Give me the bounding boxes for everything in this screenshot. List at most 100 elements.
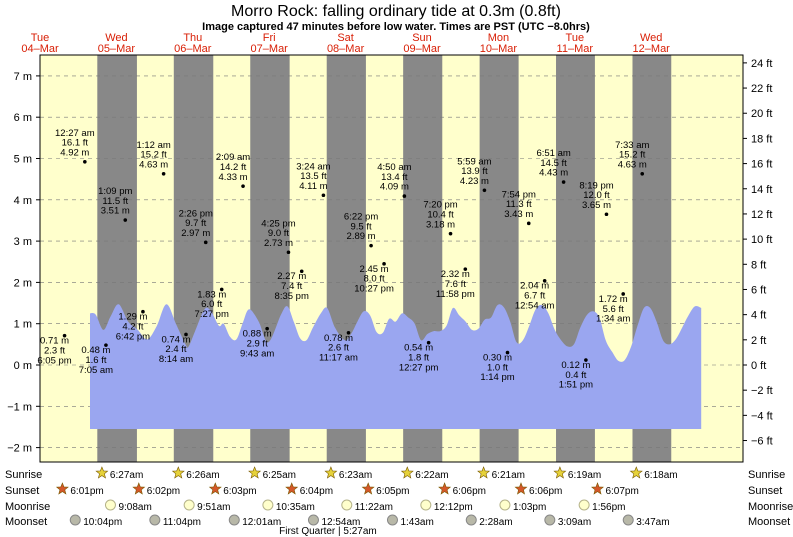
event-time-label: 6:26am bbox=[186, 470, 219, 481]
extreme-label-line: 4:50 am bbox=[377, 162, 411, 173]
tide-extreme: 1.72 m5.6 ft1:34 am bbox=[596, 292, 630, 325]
event-time-label: 6:06pm bbox=[453, 486, 486, 497]
event-time-label: 10:04pm bbox=[83, 517, 122, 528]
extreme-label-line: 6:22 pm bbox=[344, 212, 378, 223]
tide-extreme: 2:26 pm9.7 ft2.97 m bbox=[179, 208, 213, 245]
extreme-dot bbox=[346, 330, 351, 335]
extreme-label-line: 3.51 m bbox=[101, 206, 130, 217]
event-time-label: 9:51am bbox=[197, 502, 230, 513]
tide-extreme: 0.88 m2.9 ft9:43 am bbox=[240, 326, 274, 359]
extreme-label-line: 1:34 am bbox=[596, 314, 630, 325]
extreme-dot bbox=[526, 221, 531, 226]
sunrise-icon bbox=[400, 466, 414, 479]
day-name-label: Tue bbox=[566, 32, 585, 44]
event-time-label: 6:01pm bbox=[70, 486, 103, 497]
event-time-label: 1:43am bbox=[400, 517, 433, 528]
y-tick-label-m: 4 m bbox=[14, 195, 32, 207]
day-name-label: Mon bbox=[488, 32, 509, 44]
moonset-icon bbox=[149, 514, 161, 526]
extreme-label-line: 11.5 ft bbox=[102, 196, 128, 207]
y-tick-label-m: 6 m bbox=[14, 112, 32, 124]
y-tick-label-ft: 14 ft bbox=[751, 184, 772, 196]
sunrise-icon bbox=[324, 466, 338, 479]
y-tick-label-ft: 16 ft bbox=[751, 159, 772, 171]
moonset-icon bbox=[465, 514, 477, 526]
y-tick-label-ft: 18 ft bbox=[751, 133, 772, 145]
extreme-label-line: 5.6 ft bbox=[603, 304, 624, 315]
day-date-label: 08–Mar bbox=[327, 43, 365, 55]
event-time-label: 3:09am bbox=[558, 517, 591, 528]
extreme-dot bbox=[505, 350, 510, 355]
chart-title: Morro Rock: falling ordinary tide at 0.3… bbox=[231, 3, 561, 20]
day-date-label: 12–Mar bbox=[633, 43, 671, 55]
sunset-icon bbox=[361, 482, 375, 495]
sunset-icon bbox=[285, 482, 299, 495]
day-name-label: Thu bbox=[183, 32, 202, 44]
event-time-label: 6:07pm bbox=[605, 486, 638, 497]
extreme-label-line: 7:33 am bbox=[615, 140, 649, 151]
extreme-dot bbox=[184, 332, 188, 337]
day-name-label: Sat bbox=[337, 32, 354, 44]
row-label-right: Moonrise bbox=[748, 501, 793, 513]
extreme-label-line: 2:26 pm bbox=[179, 208, 213, 219]
extreme-label-line: 0.48 m bbox=[81, 345, 110, 356]
row-label-left: Sunset bbox=[5, 485, 39, 497]
extreme-label-line: 12:54 am bbox=[515, 300, 555, 311]
moonrise-icon bbox=[262, 499, 274, 511]
y-tick-label-m: 1 m bbox=[14, 319, 32, 331]
event-time-label: 1:03pm bbox=[513, 502, 546, 513]
extreme-dot bbox=[299, 269, 304, 274]
extreme-dot bbox=[241, 184, 245, 188]
extreme-label-line: 0.30 m bbox=[483, 353, 512, 364]
event-time-label: 6:18am bbox=[644, 470, 677, 481]
extreme-label-line: 2.27 m bbox=[277, 271, 306, 282]
chart-subtitle: Image captured 47 minutes before low wat… bbox=[202, 21, 590, 33]
y-tick-label-ft: 0 ft bbox=[751, 360, 766, 372]
extreme-label-line: 4.33 m bbox=[219, 172, 248, 183]
tide-extreme: 0.48 m1.6 ft7:05 am bbox=[79, 343, 113, 376]
extreme-label-line: 1:09 pm bbox=[98, 186, 132, 197]
y-tick-label-m: 0 m bbox=[14, 360, 32, 372]
extreme-dot bbox=[482, 188, 487, 193]
sunset-icon bbox=[438, 482, 452, 495]
moonset-icon bbox=[622, 514, 634, 526]
extreme-dot bbox=[426, 340, 431, 345]
extreme-label-line: 4.09 m bbox=[380, 182, 409, 193]
extreme-label-line: 0.88 m bbox=[243, 329, 272, 340]
event-time-label: 6:06pm bbox=[529, 486, 562, 497]
extreme-label-line: 2.3 ft bbox=[44, 345, 65, 356]
extreme-label-line: 4:25 pm bbox=[261, 218, 295, 229]
event-time-label: 6:02pm bbox=[147, 486, 180, 497]
tide-extreme: 1.83 m6.0 ft7:27 pm bbox=[195, 287, 229, 320]
extreme-label-line: 4.23 m bbox=[460, 176, 489, 187]
row-label-left: Moonrise bbox=[5, 501, 50, 513]
day-date-label: 11–Mar bbox=[557, 43, 594, 55]
extreme-dot bbox=[382, 262, 386, 266]
extreme-label-line: 0.78 m bbox=[324, 333, 353, 344]
event-time-label: 6:04pm bbox=[300, 486, 333, 497]
moonrise-icon bbox=[420, 499, 432, 511]
y-tick-label-ft: 24 ft bbox=[751, 58, 772, 70]
extreme-label-line: 13.5 ft bbox=[300, 171, 327, 182]
extreme-label-line: 4.11 m bbox=[299, 181, 327, 192]
extreme-dot bbox=[621, 292, 625, 296]
sunset-icon bbox=[132, 482, 146, 495]
extreme-dot bbox=[561, 180, 566, 184]
tide-extreme: 0.12 m0.4 ft1:51 pm bbox=[559, 358, 593, 391]
extreme-dot bbox=[161, 171, 166, 176]
extreme-label-line: 15.2 ft bbox=[140, 150, 167, 161]
extreme-label-line: 7:54 pm bbox=[502, 189, 536, 200]
extreme-label-line: 10:27 pm bbox=[354, 283, 394, 294]
y-tick-label-ft: 2 ft bbox=[751, 335, 766, 347]
day-name-label: Fri bbox=[263, 32, 276, 44]
extreme-label-line: 7.6 ft bbox=[445, 279, 466, 290]
moonset-icon bbox=[386, 514, 398, 526]
event-time-label: 12:12pm bbox=[434, 502, 473, 513]
